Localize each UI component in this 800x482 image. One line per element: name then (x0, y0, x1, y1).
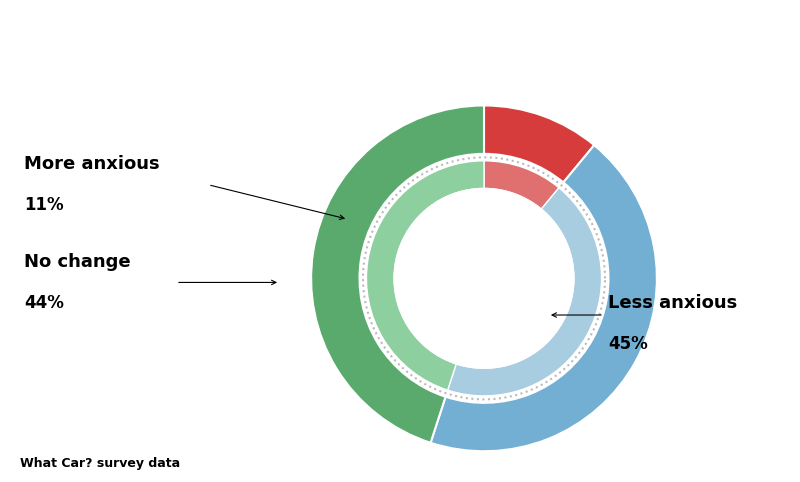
Text: Less anxious: Less anxious (608, 294, 738, 312)
Wedge shape (484, 161, 559, 209)
Wedge shape (311, 106, 484, 443)
Text: 45%: 45% (608, 335, 648, 352)
Wedge shape (484, 106, 594, 183)
Circle shape (394, 188, 574, 368)
Text: 44%: 44% (24, 294, 64, 312)
Wedge shape (448, 188, 602, 396)
Wedge shape (366, 161, 484, 390)
Text: More anxious: More anxious (24, 155, 160, 174)
Text: 11%: 11% (24, 196, 64, 214)
Text: What Car? survey data: What Car? survey data (20, 457, 180, 470)
Wedge shape (430, 145, 657, 451)
Text: Change in range anxiety since EV ownership: Change in range anxiety since EV ownersh… (20, 27, 716, 55)
Text: No change: No change (24, 253, 130, 271)
